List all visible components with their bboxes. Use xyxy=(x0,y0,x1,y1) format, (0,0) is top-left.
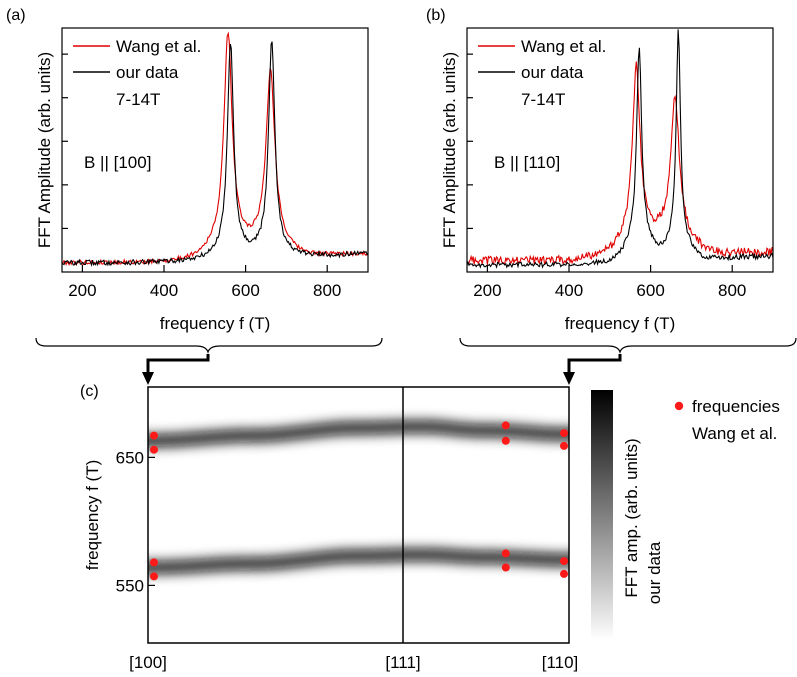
arrow-a-head xyxy=(142,372,154,385)
panel-a-series-ours xyxy=(62,41,368,267)
panel-a-xtick-label: 800 xyxy=(313,281,341,300)
panel-a: 200 400 600 800 frequency f (T) FFT Amplitu… xyxy=(35,27,369,333)
panel-a-xtick-label: 200 xyxy=(68,281,96,300)
heatmap-band-lower xyxy=(148,548,569,574)
panel-c-ylabel: frequency f (T) xyxy=(83,460,102,571)
wang-frequency-dot xyxy=(501,549,510,558)
legend-a-note: 7-14T xyxy=(116,90,160,109)
panel-b-xtick-label: 400 xyxy=(555,281,583,300)
panel-b-annotation: B || [110] xyxy=(494,153,560,172)
legend-a-wang-label: Wang et al. xyxy=(116,37,201,56)
panel-a-series-wang xyxy=(62,31,368,267)
wang-frequency-dot xyxy=(150,558,158,567)
panel-c: 550 650 frequency f (T) [100] [111] [110]… xyxy=(83,386,780,672)
legend-a-ours-label: our data xyxy=(116,63,179,82)
legend-b-note: 7-14T xyxy=(521,90,565,109)
panel-b-xtick-label: 600 xyxy=(636,281,664,300)
colorbar xyxy=(591,390,613,640)
arrow-b xyxy=(567,354,622,376)
heatmap-frame xyxy=(147,386,570,644)
panel-a-ylabel: FFT Amplitude (arb. units) xyxy=(35,52,54,248)
legend-b-wang-label: Wang et al. xyxy=(521,37,606,56)
panel-b-xtick-label: 200 xyxy=(473,281,501,300)
panel-c-ytick-label: 550 xyxy=(116,576,144,595)
legend-c-dot xyxy=(674,401,684,411)
panel-a-xtick-label: 600 xyxy=(231,281,259,300)
panel-c-ytick-label: 650 xyxy=(116,448,144,467)
wang-frequency-dot xyxy=(560,441,568,450)
wang-frequency-dot xyxy=(150,431,158,440)
panel-a-xlabel: frequency f (T) xyxy=(160,314,271,333)
panel-b-xtick-label: 800 xyxy=(718,281,746,300)
panel-a-xtick-label: 400 xyxy=(150,281,178,300)
wang-frequency-dot xyxy=(501,436,510,445)
wang-frequency-dot xyxy=(501,563,510,572)
wang-frequency-dot xyxy=(150,445,158,454)
x-category-111: [111] xyxy=(385,653,420,672)
wang-frequency-dot xyxy=(560,569,568,578)
legend-c-label-line1: frequencies xyxy=(692,397,780,416)
panel-a-annotation: B || [100] xyxy=(84,153,151,172)
wang-frequency-dot xyxy=(501,421,510,430)
arrow-a xyxy=(146,354,210,376)
panel-b-frame xyxy=(466,27,774,273)
legend-c-label-line2: Wang et al. xyxy=(692,424,777,443)
x-category-100: [100] xyxy=(129,653,167,672)
panel-b-xlabel: frequency f (T) xyxy=(565,314,676,333)
colorbar-label-sub: our data xyxy=(645,541,664,604)
heatmap-band-upper xyxy=(148,420,569,447)
wang-frequency-dot xyxy=(560,557,568,566)
panel-b-ylabel: FFT Amplitude (arb. units) xyxy=(440,52,459,248)
panel-b: 200 400 600 800 frequency f (T) FFT Amplitu… xyxy=(440,27,774,333)
panel-a-frame xyxy=(61,27,369,273)
panel-b-series-wang xyxy=(467,61,773,266)
arrow-b-head xyxy=(563,372,575,385)
panel-b-series-ours xyxy=(467,29,773,269)
x-category-110: [110] xyxy=(542,653,579,672)
colorbar-label: FFT amp. (arb. units) xyxy=(622,438,641,597)
brace-a xyxy=(35,337,383,354)
panel-label-b: (b) xyxy=(426,7,446,24)
legend-b-ours-label: our data xyxy=(521,63,584,82)
panel-label-a: (a) xyxy=(6,7,26,24)
brace-b xyxy=(459,337,797,354)
wang-frequency-dot xyxy=(560,429,568,438)
panel-label-c: (c) xyxy=(80,383,99,400)
wang-frequency-dot xyxy=(150,572,158,581)
